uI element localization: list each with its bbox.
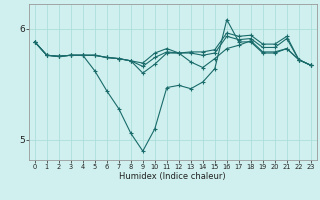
X-axis label: Humidex (Indice chaleur): Humidex (Indice chaleur) xyxy=(119,172,226,181)
